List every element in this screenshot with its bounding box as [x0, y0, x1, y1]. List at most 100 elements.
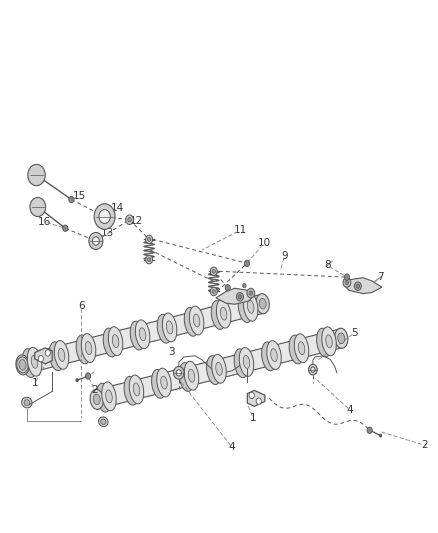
- Ellipse shape: [93, 394, 100, 405]
- Ellipse shape: [166, 321, 173, 334]
- Ellipse shape: [179, 362, 194, 391]
- Ellipse shape: [97, 383, 111, 412]
- Ellipse shape: [22, 349, 37, 377]
- Polygon shape: [344, 278, 382, 294]
- Ellipse shape: [90, 390, 103, 409]
- Circle shape: [30, 197, 46, 216]
- Ellipse shape: [106, 390, 112, 403]
- Circle shape: [89, 232, 103, 249]
- Polygon shape: [247, 390, 265, 406]
- Ellipse shape: [130, 321, 145, 350]
- Circle shape: [126, 215, 134, 224]
- Circle shape: [38, 356, 43, 362]
- Ellipse shape: [247, 300, 254, 313]
- Circle shape: [249, 291, 253, 295]
- Circle shape: [28, 165, 45, 185]
- Text: 15: 15: [73, 191, 86, 201]
- Ellipse shape: [81, 334, 96, 362]
- Circle shape: [212, 289, 215, 293]
- Ellipse shape: [54, 341, 69, 369]
- Ellipse shape: [108, 327, 123, 356]
- Circle shape: [344, 274, 350, 280]
- Text: 10: 10: [258, 238, 271, 248]
- Ellipse shape: [298, 342, 305, 354]
- Ellipse shape: [322, 327, 336, 356]
- Circle shape: [210, 267, 217, 276]
- Circle shape: [63, 225, 68, 231]
- Ellipse shape: [27, 348, 42, 376]
- Circle shape: [244, 260, 250, 266]
- Ellipse shape: [112, 335, 119, 348]
- Ellipse shape: [19, 360, 26, 370]
- Ellipse shape: [294, 334, 309, 362]
- Polygon shape: [21, 294, 264, 374]
- Ellipse shape: [58, 349, 65, 361]
- Ellipse shape: [101, 419, 106, 424]
- Ellipse shape: [216, 299, 231, 328]
- Text: 13: 13: [101, 228, 114, 238]
- Ellipse shape: [184, 361, 199, 390]
- Text: 2: 2: [91, 385, 98, 395]
- Ellipse shape: [211, 301, 226, 329]
- Ellipse shape: [243, 356, 250, 368]
- Text: 1: 1: [250, 413, 256, 423]
- Ellipse shape: [16, 355, 29, 375]
- Ellipse shape: [135, 320, 150, 349]
- Ellipse shape: [256, 294, 269, 314]
- Ellipse shape: [326, 335, 332, 348]
- Text: 4: 4: [346, 405, 353, 415]
- Ellipse shape: [102, 382, 116, 411]
- Circle shape: [354, 282, 361, 290]
- Ellipse shape: [76, 335, 91, 364]
- Circle shape: [237, 293, 244, 301]
- Circle shape: [92, 237, 99, 245]
- Circle shape: [212, 269, 215, 273]
- Text: 11: 11: [233, 225, 247, 236]
- Ellipse shape: [139, 328, 146, 341]
- Ellipse shape: [338, 333, 345, 344]
- Circle shape: [256, 398, 261, 405]
- Circle shape: [367, 427, 372, 433]
- Circle shape: [356, 284, 360, 288]
- Circle shape: [210, 287, 217, 296]
- Text: 7: 7: [377, 272, 384, 282]
- Ellipse shape: [271, 349, 277, 361]
- Circle shape: [379, 434, 382, 437]
- Circle shape: [243, 284, 246, 288]
- Ellipse shape: [157, 314, 172, 343]
- Ellipse shape: [259, 298, 266, 309]
- Polygon shape: [35, 348, 52, 364]
- Ellipse shape: [188, 369, 195, 382]
- Ellipse shape: [49, 342, 64, 370]
- Ellipse shape: [289, 335, 304, 364]
- Ellipse shape: [212, 354, 226, 383]
- Ellipse shape: [335, 328, 348, 348]
- Text: 1: 1: [32, 378, 38, 389]
- Ellipse shape: [216, 362, 222, 375]
- Ellipse shape: [152, 369, 166, 398]
- Text: 9: 9: [281, 251, 288, 261]
- Text: 3: 3: [168, 346, 174, 357]
- Ellipse shape: [24, 400, 30, 406]
- Circle shape: [247, 288, 255, 298]
- Circle shape: [69, 196, 74, 203]
- Circle shape: [148, 257, 151, 262]
- Ellipse shape: [267, 341, 281, 369]
- Circle shape: [94, 204, 115, 229]
- Ellipse shape: [238, 294, 253, 322]
- Circle shape: [343, 278, 351, 287]
- Circle shape: [345, 280, 349, 285]
- Ellipse shape: [193, 314, 200, 327]
- Text: 12: 12: [129, 216, 143, 227]
- Ellipse shape: [103, 328, 118, 357]
- Ellipse shape: [21, 397, 32, 408]
- Circle shape: [249, 392, 254, 399]
- Ellipse shape: [234, 349, 249, 378]
- Circle shape: [76, 378, 78, 382]
- Ellipse shape: [162, 313, 177, 342]
- Circle shape: [173, 367, 184, 379]
- Text: 6: 6: [78, 301, 85, 311]
- Circle shape: [311, 367, 315, 372]
- Ellipse shape: [317, 328, 331, 357]
- Ellipse shape: [99, 417, 108, 426]
